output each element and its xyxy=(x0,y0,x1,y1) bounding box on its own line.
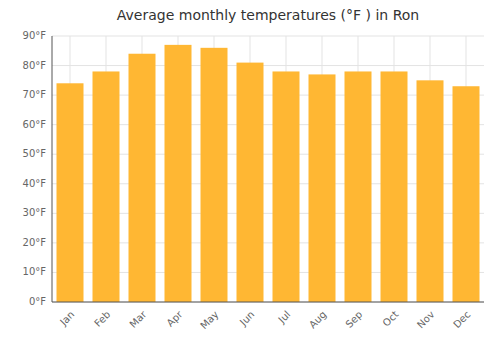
x-tick-label: Sep xyxy=(343,309,364,330)
bar xyxy=(93,71,120,302)
bar xyxy=(381,71,408,302)
x-tick-label: Aug xyxy=(307,309,329,331)
x-tick-label: Oct xyxy=(380,309,400,329)
y-axis-line xyxy=(52,36,53,302)
y-tick-label: 0°F xyxy=(29,296,46,307)
x-tick-label: Jun xyxy=(237,309,257,329)
x-tick-label: Apr xyxy=(164,308,185,329)
y-tick-label: 70°F xyxy=(23,89,47,100)
y-tick-label: 90°F xyxy=(23,30,47,41)
x-axis-line xyxy=(52,302,484,303)
x-tick-label: May xyxy=(198,309,220,331)
y-grid-line xyxy=(52,302,484,303)
y-tick-label: 50°F xyxy=(23,148,47,159)
chart-svg: 0°F 10°F 20°F 30°F 40°F 50°F 60°F 70°F 80°F 90°F J… xyxy=(0,0,500,350)
y-tick-label: 40°F xyxy=(23,178,47,189)
bar xyxy=(453,86,480,302)
y-grid-line xyxy=(52,36,484,37)
y-tick-label: 20°F xyxy=(23,237,47,248)
bar xyxy=(309,74,336,302)
x-tick-label: Dec xyxy=(451,309,472,330)
y-grid-line xyxy=(52,65,484,66)
y-tick-label: 30°F xyxy=(23,207,47,218)
bar xyxy=(417,80,444,302)
y-tick-label: 10°F xyxy=(23,266,47,277)
y-tick-label: 60°F xyxy=(23,119,47,130)
x-tick-label: Nov xyxy=(415,309,437,331)
bar xyxy=(201,48,228,302)
bars xyxy=(57,45,480,302)
bar xyxy=(345,71,372,302)
bar xyxy=(57,83,84,302)
bar xyxy=(165,45,192,302)
bar xyxy=(273,71,300,302)
y-tick-label: 80°F xyxy=(23,60,47,71)
x-tick-label: Jan xyxy=(57,309,76,328)
bar xyxy=(129,54,156,302)
x-tick-label: Jul xyxy=(275,309,292,326)
bar xyxy=(237,63,264,302)
chart-container: 0°F 10°F 20°F 30°F 40°F 50°F 60°F 70°F 80°F 90°F J… xyxy=(0,0,500,350)
chart-title: Average monthly temperatures (°F ) in Ro… xyxy=(117,7,419,23)
x-tick-label: Mar xyxy=(127,308,149,330)
grid xyxy=(52,36,484,302)
x-tick-label: Feb xyxy=(92,309,112,329)
